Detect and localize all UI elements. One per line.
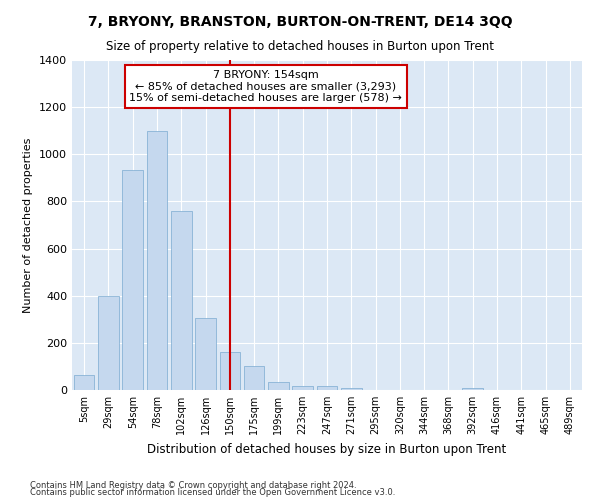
Text: Size of property relative to detached houses in Burton upon Trent: Size of property relative to detached ho…: [106, 40, 494, 53]
Bar: [463, 388, 483, 390]
Y-axis label: Number of detached properties: Number of detached properties: [23, 138, 34, 312]
Bar: [195, 318, 216, 390]
Bar: [171, 211, 191, 390]
Bar: [98, 296, 119, 390]
Bar: [74, 374, 94, 390]
Bar: [292, 386, 313, 390]
Bar: [220, 352, 240, 390]
Bar: [317, 386, 337, 390]
Bar: [146, 130, 167, 390]
Bar: [341, 388, 362, 390]
Text: Contains public sector information licensed under the Open Government Licence v3: Contains public sector information licen…: [30, 488, 395, 497]
X-axis label: Distribution of detached houses by size in Burton upon Trent: Distribution of detached houses by size …: [148, 442, 506, 456]
Text: Contains HM Land Registry data © Crown copyright and database right 2024.: Contains HM Land Registry data © Crown c…: [30, 480, 356, 490]
Bar: [244, 366, 265, 390]
Text: 7 BRYONY: 154sqm
← 85% of detached houses are smaller (3,293)
15% of semi-detach: 7 BRYONY: 154sqm ← 85% of detached house…: [130, 70, 402, 103]
Bar: [122, 170, 143, 390]
Text: 7, BRYONY, BRANSTON, BURTON-ON-TRENT, DE14 3QQ: 7, BRYONY, BRANSTON, BURTON-ON-TRENT, DE…: [88, 15, 512, 29]
Bar: [268, 382, 289, 390]
